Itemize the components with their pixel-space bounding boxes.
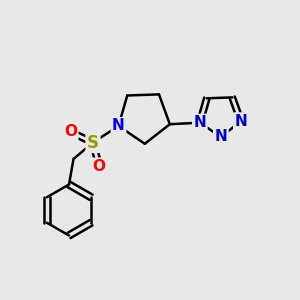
- Text: O: O: [92, 159, 106, 174]
- Text: N: N: [214, 129, 227, 144]
- Text: N: N: [112, 118, 125, 134]
- Text: N: N: [235, 114, 247, 129]
- Text: O: O: [64, 124, 77, 140]
- Text: N: N: [194, 115, 206, 130]
- Text: S: S: [87, 134, 99, 152]
